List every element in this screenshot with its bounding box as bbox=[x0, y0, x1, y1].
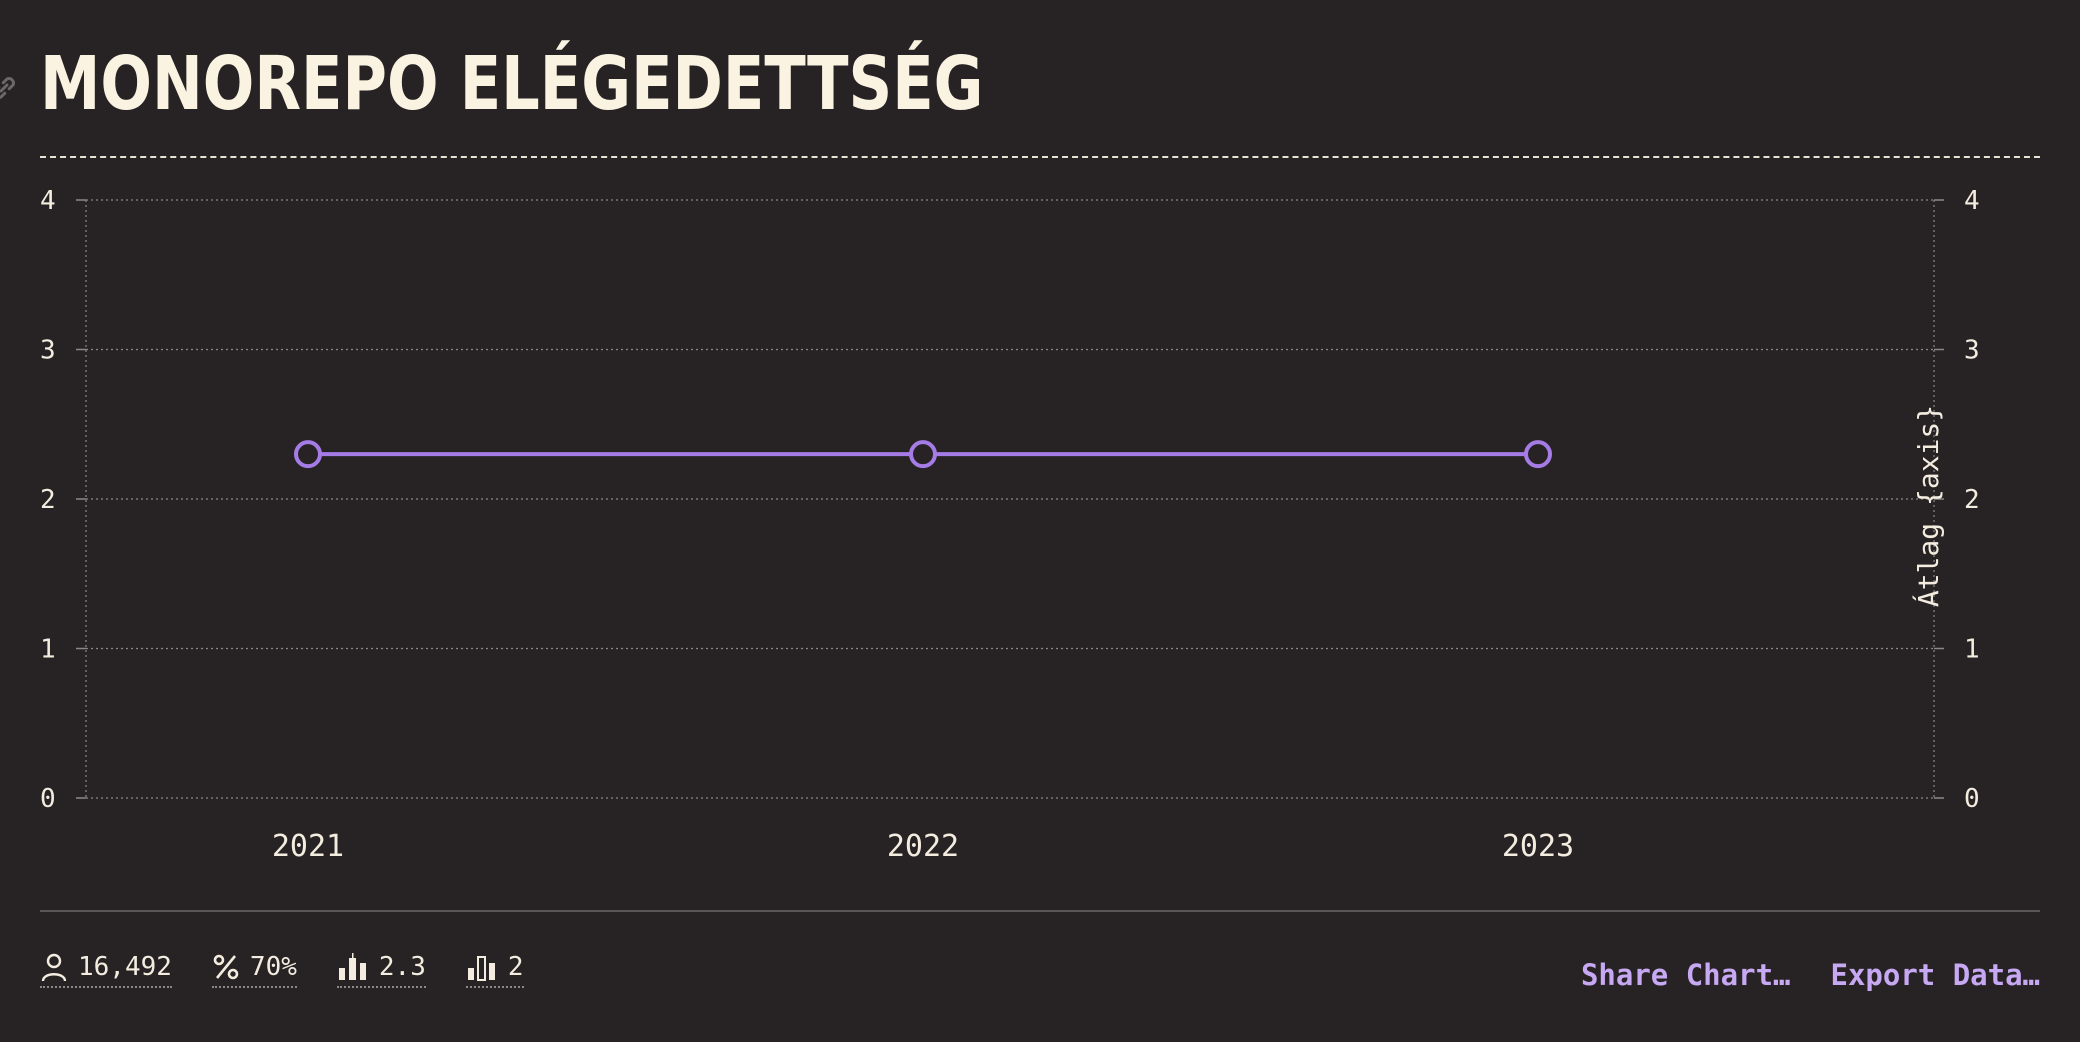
mean-stat[interactable]: 2.3 bbox=[336, 952, 426, 988]
x-tick-label: 2023 bbox=[1502, 829, 1574, 864]
percent-icon bbox=[213, 954, 239, 980]
median-stat[interactable]: 2 bbox=[465, 952, 524, 988]
y2-tick-label: 0 bbox=[1964, 784, 1980, 814]
link-icon[interactable] bbox=[0, 70, 22, 106]
y-tick-label: 2 bbox=[40, 485, 56, 515]
y2-tick-label: 1 bbox=[1964, 635, 1980, 665]
stats-bar: 16,492 70% 2.3 2 bbox=[40, 952, 524, 988]
respondents-value: 16,492 bbox=[78, 952, 172, 982]
title-divider bbox=[40, 156, 2040, 158]
y-tick-label: 1 bbox=[40, 635, 56, 665]
mean-value: 2.3 bbox=[378, 952, 426, 982]
x-tick-label: 2022 bbox=[887, 829, 959, 864]
data-point bbox=[909, 440, 937, 469]
page-title: MONOREPO ELÉGEDETTSÉG bbox=[40, 41, 984, 127]
y-tick-label: 4 bbox=[40, 186, 56, 216]
footer-divider bbox=[40, 910, 2040, 912]
y2-tick-label: 4 bbox=[1964, 186, 1980, 216]
data-point bbox=[1524, 440, 1552, 469]
data-point bbox=[294, 440, 322, 469]
bar-chart-median-icon bbox=[338, 953, 366, 980]
line-chart: 0 1 2 3 4 0 1 2 3 4 Átlag {axis} 2021 2022 2023 bbox=[40, 186, 1980, 864]
share-chart-button[interactable]: Share Chart… bbox=[1580, 958, 1791, 992]
x-tick-label: 2021 bbox=[272, 829, 344, 864]
respondents-stat[interactable]: 16,492 bbox=[40, 952, 172, 988]
median-value: 2 bbox=[507, 952, 524, 982]
percent-value: 70% bbox=[249, 952, 297, 982]
y-tick-label: 0 bbox=[40, 784, 56, 814]
export-data-button[interactable]: Export Data… bbox=[1830, 958, 2040, 992]
y2-tick-label: 2 bbox=[1964, 485, 1980, 515]
y2-axis-label: Átlag {axis} bbox=[1911, 405, 1945, 607]
bar-chart-icon bbox=[467, 956, 495, 981]
percent-stat[interactable]: 70% bbox=[211, 952, 297, 988]
y2-tick-label: 3 bbox=[1964, 336, 1980, 366]
person-icon bbox=[41, 953, 67, 982]
y-tick-label: 3 bbox=[40, 336, 56, 366]
chart-actions: Share Chart… Export Data… bbox=[1581, 958, 2040, 992]
